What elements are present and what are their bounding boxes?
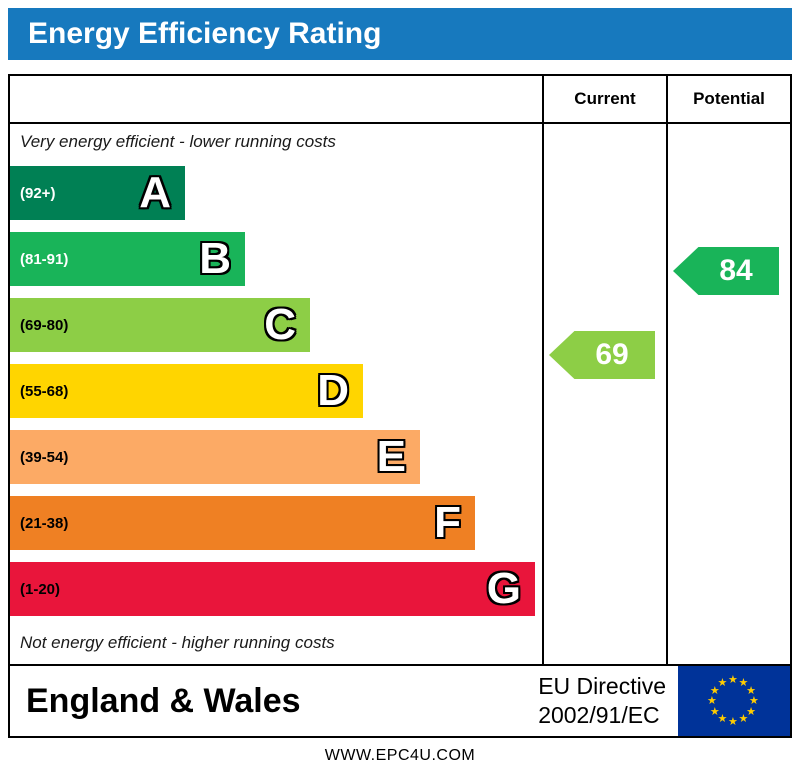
band-letter: F xyxy=(434,498,461,547)
band-letter: E xyxy=(376,432,406,481)
band-range-label: (81-91) xyxy=(20,250,69,268)
potential-column: 84 xyxy=(666,124,790,664)
eu-star-icon: ★ xyxy=(717,713,728,726)
band-bar-g: (1-20) G xyxy=(10,562,535,616)
potential-arrow: 84 xyxy=(673,247,779,295)
note-not-efficient: Not energy efficient - higher running co… xyxy=(20,633,335,652)
band-row-b: (81-91) B xyxy=(10,226,542,292)
band-bar-e: (39-54) E xyxy=(10,430,420,484)
page-title: Energy Efficiency Rating xyxy=(28,17,382,50)
current-arrow: 69 xyxy=(549,331,655,379)
potential-rating-value: 84 xyxy=(719,254,753,287)
eu-star-icon: ★ xyxy=(728,716,738,728)
band-bar-f: (21-38) F xyxy=(10,496,475,550)
eu-directive-line-1: EU Directive xyxy=(538,673,666,700)
eu-star-icon: ★ xyxy=(749,695,759,707)
eu-star-icon: ★ xyxy=(746,684,757,697)
band-range-label: (92+) xyxy=(20,184,56,202)
eu-directive-line-2: 2002/91/EC xyxy=(538,702,660,728)
note-very-efficient: Very energy efficient - lower running co… xyxy=(20,132,336,151)
eu-star-icon: ★ xyxy=(746,705,757,718)
eu-star-icon: ★ xyxy=(709,684,720,697)
eu-directive-label: EU Directive 2002/91/EC xyxy=(538,672,678,730)
band-row-c: (69-80) C xyxy=(10,292,542,358)
band-bar-a: (92+) A xyxy=(10,166,185,220)
band-row-f: (21-38) F xyxy=(10,490,542,556)
band-bar-c: (69-80) C xyxy=(10,298,310,352)
current-rating-value: 69 xyxy=(595,338,629,371)
band-letter: G xyxy=(486,564,521,613)
region-label: England & Wales xyxy=(26,681,301,720)
eu-star-icon: ★ xyxy=(717,676,728,689)
epc-table: Current Potential Very energy efficient … xyxy=(8,74,792,738)
eu-star-icon: ★ xyxy=(728,674,738,686)
header-spacer xyxy=(10,76,542,122)
eu-star-icon: ★ xyxy=(738,676,749,689)
band-bar-b: (81-91) B xyxy=(10,232,245,286)
band-bar-d: (55-68) D xyxy=(10,364,363,418)
rating-bands-chart: Very energy efficient - lower running co… xyxy=(10,124,542,664)
website-label: WWW.EPC4U.COM xyxy=(324,747,476,764)
chart-body: Very energy efficient - lower running co… xyxy=(10,124,790,664)
band-range-label: (39-54) xyxy=(20,448,69,466)
eu-flag-icon: ★ ★ ★ ★ ★ ★ ★ ★ ★ ★ ★ ★ xyxy=(678,666,790,736)
band-range-label: (69-80) xyxy=(20,316,69,334)
band-row-g: (1-20) G xyxy=(10,556,542,622)
current-column: 69 xyxy=(542,124,666,664)
eu-star-icon: ★ xyxy=(707,695,717,707)
band-range-label: (1-20) xyxy=(20,580,61,598)
footer-row: England & Wales EU Directive 2002/91/EC … xyxy=(10,664,790,736)
band-row-a: (92+) A xyxy=(10,160,542,226)
band-row-d: (55-68) D xyxy=(10,358,542,424)
band-letter: D xyxy=(317,366,349,415)
band-letter: B xyxy=(199,234,231,283)
eu-star-icon: ★ xyxy=(738,713,749,726)
header-row: Current Potential xyxy=(10,76,790,124)
band-range-label: (21-38) xyxy=(20,514,69,532)
band-row-e: (39-54) E xyxy=(10,424,542,490)
band-letter: A xyxy=(139,168,171,217)
eu-star-icon: ★ xyxy=(709,705,720,718)
band-range-label: (55-68) xyxy=(20,382,69,400)
band-letter: C xyxy=(264,300,296,349)
title-bar: Energy Efficiency Rating xyxy=(8,8,792,60)
potential-column-header: Potential xyxy=(666,76,790,122)
current-column-header: Current xyxy=(542,76,666,122)
